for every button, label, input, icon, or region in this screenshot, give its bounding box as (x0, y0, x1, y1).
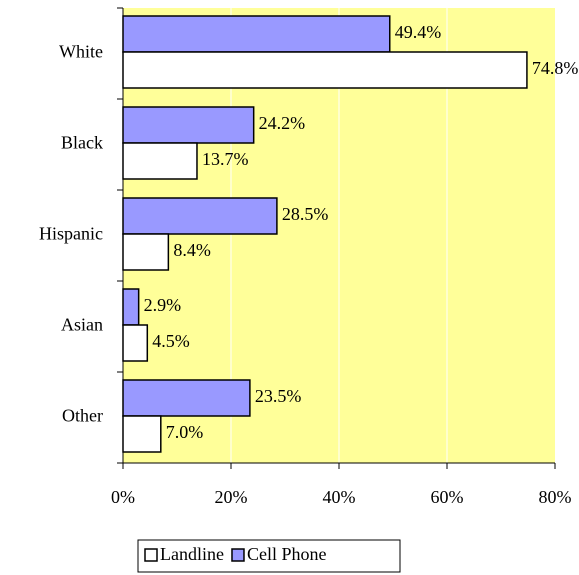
value-label: 13.7% (202, 149, 249, 169)
bar (122, 15, 391, 53)
legend-swatch (144, 548, 158, 562)
bar (122, 51, 528, 89)
bar (122, 233, 170, 271)
x-tick-label: 0% (111, 487, 135, 507)
bar (122, 324, 149, 362)
legend-swatch (231, 548, 245, 562)
x-tick-label: 40% (323, 487, 356, 507)
bar (122, 106, 255, 144)
value-label: 74.8% (532, 58, 579, 78)
y-tick-label: White (59, 42, 103, 62)
y-tick-label: Other (62, 406, 103, 426)
bar (122, 197, 278, 235)
value-label: 8.4% (173, 240, 211, 260)
bar (122, 288, 140, 326)
value-label: 7.0% (166, 422, 204, 442)
value-label: 4.5% (152, 331, 190, 351)
legend-box (137, 539, 401, 573)
x-tick-label: 20% (215, 487, 248, 507)
value-label: 2.9% (144, 295, 182, 315)
bar (122, 415, 162, 453)
value-label: 49.4% (395, 22, 442, 42)
y-tick-label: Hispanic (39, 224, 103, 244)
x-tick-label: 80% (539, 487, 572, 507)
legend-label: Landline (160, 544, 224, 564)
x-tick-label: 60% (431, 487, 464, 507)
bar (122, 142, 198, 180)
legend-label: Cell Phone (247, 544, 327, 564)
y-tick-label: Black (61, 133, 103, 153)
y-tick-label: Asian (61, 315, 103, 335)
bar (122, 379, 251, 417)
value-label: 28.5% (282, 204, 329, 224)
value-label: 24.2% (259, 113, 306, 133)
value-label: 23.5% (255, 386, 302, 406)
